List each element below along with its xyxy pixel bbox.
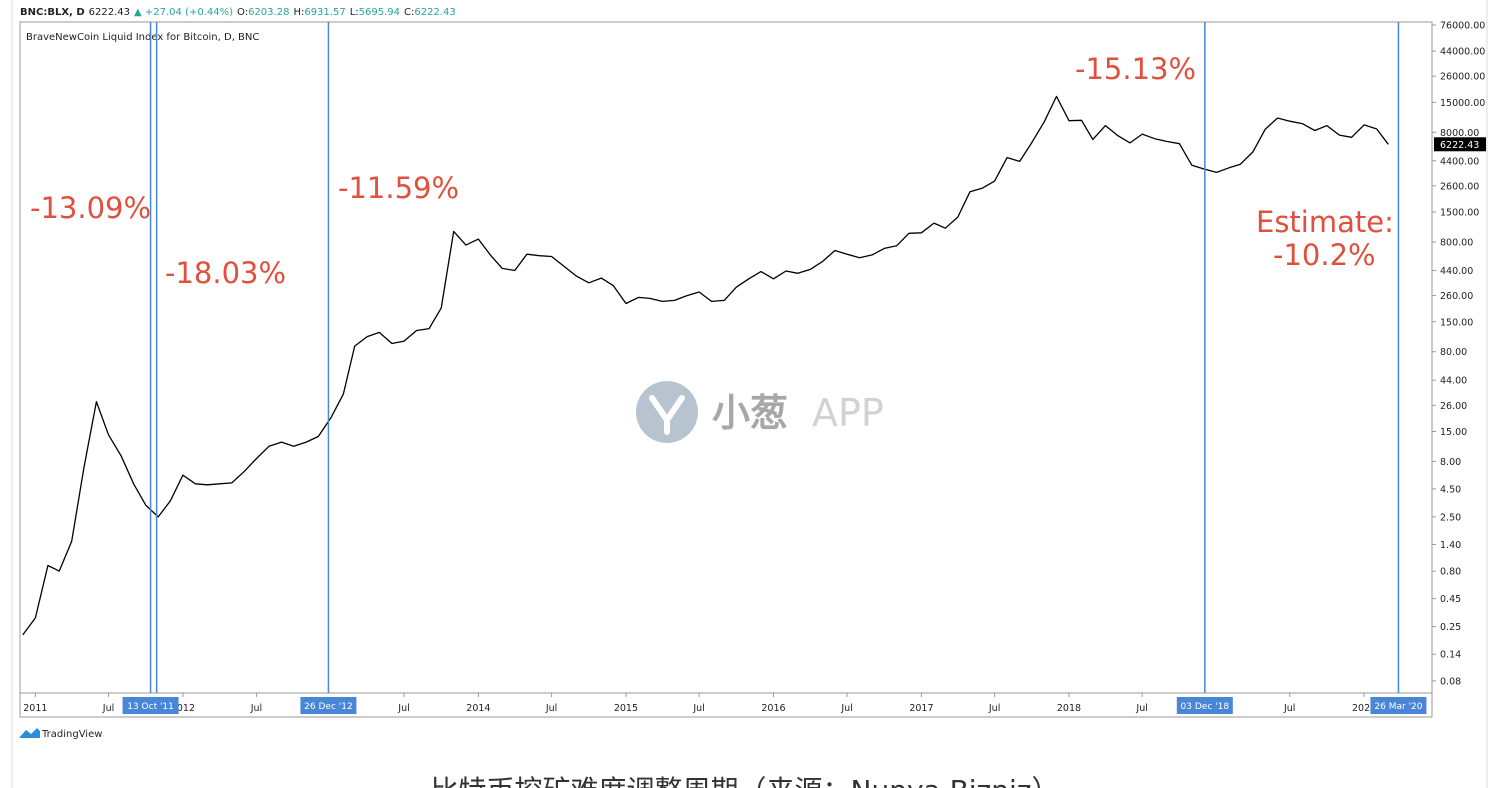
annotation: -18.03% [165,256,286,290]
y-tick-label: 0.80 [1440,567,1461,578]
y-tick-label: 260.00 [1440,291,1473,302]
chart-title: BraveNewCoin Liquid Index for Bitcoin, D… [26,32,259,43]
watermark: 小葱 APP [636,381,884,443]
y-tick-label: 0.08 [1440,676,1461,687]
ohlc-value: 5695.94 [359,7,400,18]
header-price: 6222.43 [89,7,130,18]
price-line [22,95,1389,636]
annotation: -11.59% [338,171,459,205]
y-tick-label: 440.00 [1440,266,1473,277]
annotation: -15.13% [1075,52,1196,86]
header-change: ▲ +27.04 (+0.44%) [134,7,233,18]
y-tick-label: 4.50 [1440,484,1461,495]
event-label: 26 Mar '20 [1374,702,1422,712]
ohlc-value: 6222.43 [414,7,455,18]
x-tick-label: Jul [397,703,409,714]
ohlc-label: L: [350,7,359,18]
x-tick-label: Jul [988,703,1000,714]
caption: 比特币挖矿难度调整周期（来源：Nunya Bizniz） [431,774,1060,788]
y-tick-label: 76000.00 [1440,21,1485,32]
y-tick-label: 8000.00 [1440,128,1479,139]
y-tick-label: 80.00 [1440,347,1467,358]
y-tick-label: 2.50 [1440,512,1461,523]
y-tick-label: 2600.00 [1440,181,1479,192]
x-tick-label: 2012 [171,703,195,714]
ohlc-value: 6931.57 [304,7,345,18]
x-tick-label: 2014 [466,703,490,714]
x-tick-label: Jul [1283,703,1295,714]
watermark-app: APP [812,391,884,435]
event-label-box [122,697,179,714]
y-tick-label: 0.25 [1440,622,1461,633]
tradingview-logo: TradingView [19,728,102,740]
y-tick-label: 800.00 [1440,238,1473,249]
annotation: -13.09% [30,191,151,225]
y-tick-label: 44.00 [1440,376,1467,387]
event-label-box [1176,697,1233,714]
event-label: 26 Dec '12 [304,702,353,712]
x-tick-label: 2020 [1352,703,1376,714]
x-tick-label: Jul [840,703,852,714]
ohlc-label: C: [404,7,414,18]
watermark-logo-mark [649,395,685,435]
ohlc-label: O: [237,7,248,18]
annotation: -10.2% [1273,238,1376,272]
x-tick-label: 2017 [909,703,933,714]
last-price-box [1434,137,1486,152]
x-tick-label: Jul [692,703,704,714]
y-tick-label: 44000.00 [1440,47,1485,58]
brand: TradingView [41,729,102,740]
y-tick-label: 15000.00 [1440,98,1485,109]
plot-frame [19,21,1433,718]
x-tick-label: Jul [545,703,557,714]
x-tick-label: 2015 [614,703,638,714]
y-tick-label: 15.00 [1440,427,1467,438]
x-tick-label: 2016 [761,703,785,714]
event-label: 03 Dec '18 [1181,702,1230,712]
y-tick-label: 8.00 [1440,457,1461,468]
y-tick-label: 1.40 [1440,540,1461,551]
last-price-label: 6222.43 [1440,140,1479,151]
ohlc-label: H: [293,7,304,18]
x-tick-label: 2018 [1057,703,1081,714]
brand-icon [19,728,40,738]
x-tick-label: Jul [250,703,262,714]
y-tick-label: 26000.00 [1440,72,1485,83]
y-tick-label: 0.14 [1440,650,1461,661]
annotation: Estimate: [1256,205,1394,239]
y-tick-label: 1500.00 [1440,208,1479,219]
header-symbol: BNC:BLX, D 6222.43 ▲ +27.04 (+0.44%) O:6203… [20,7,456,18]
y-tick-label: 150.00 [1440,317,1473,328]
x-tick-label: Jul [1135,703,1147,714]
event-label-box [300,697,357,714]
event-label: 13 Oct '11 [127,702,174,712]
y-tick-label: 26.00 [1440,401,1467,412]
ohlc-value: 6203.28 [248,7,289,18]
x-tick-label: Jul [102,703,114,714]
watermark-name: 小葱 [712,391,788,435]
y-tick-label: 4400.00 [1440,156,1479,167]
y-tick-label: 0.45 [1440,594,1461,605]
event-label-box [1370,697,1427,714]
x-tick-label: 2011 [23,703,47,714]
